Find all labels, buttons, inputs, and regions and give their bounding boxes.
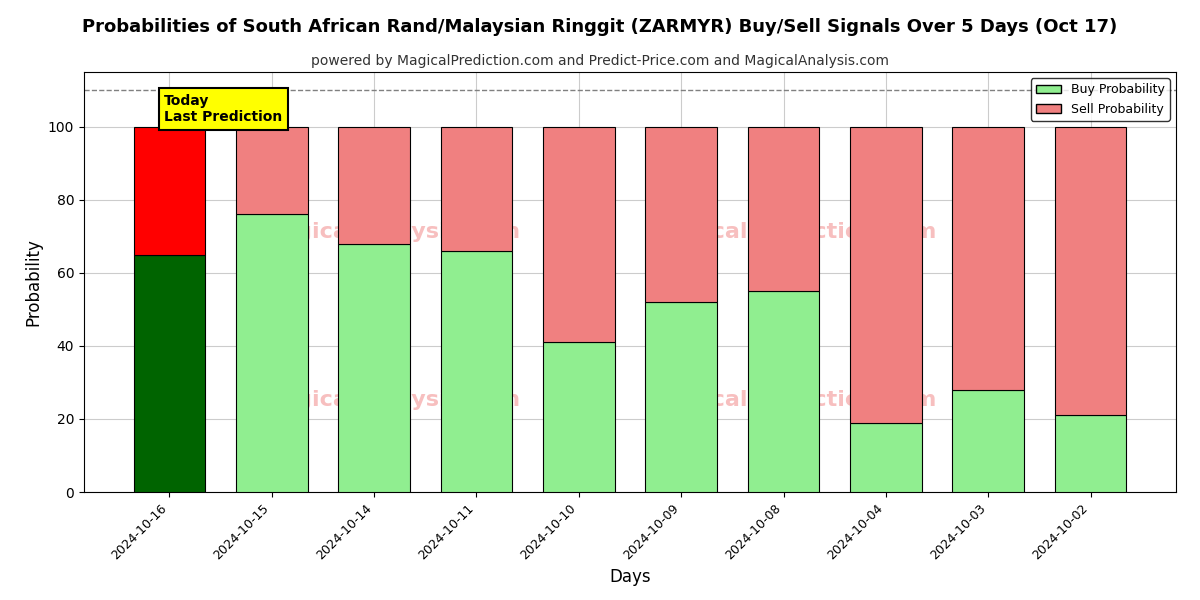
Bar: [850, 127, 922, 422]
Bar: [850, 422, 922, 492]
Bar: [544, 127, 614, 342]
Text: powered by MagicalPrediction.com and Predict-Price.com and MagicalAnalysis.com: powered by MagicalPrediction.com and Pre…: [311, 54, 889, 68]
Text: Today
Last Prediction: Today Last Prediction: [164, 94, 282, 124]
Bar: [338, 244, 410, 492]
X-axis label: Days: Days: [610, 568, 650, 586]
Text: Probabilities of South African Rand/Malaysian Ringgit (ZARMYR) Buy/Sell Signals : Probabilities of South African Rand/Mala…: [83, 18, 1117, 36]
Bar: [133, 127, 205, 254]
Bar: [544, 342, 614, 492]
Bar: [1055, 127, 1127, 415]
Bar: [338, 127, 410, 244]
Bar: [1055, 415, 1127, 492]
Bar: [953, 390, 1024, 492]
Bar: [236, 214, 307, 492]
Text: MagicalPrediction.com: MagicalPrediction.com: [652, 389, 936, 410]
Bar: [236, 127, 307, 214]
Bar: [748, 127, 820, 291]
Bar: [748, 291, 820, 492]
Text: MagicalPrediction.com: MagicalPrediction.com: [652, 221, 936, 242]
Y-axis label: Probability: Probability: [24, 238, 42, 326]
Bar: [440, 127, 512, 251]
Legend: Buy Probability, Sell Probability: Buy Probability, Sell Probability: [1031, 78, 1170, 121]
Text: MagicalAnalysis.com: MagicalAnalysis.com: [259, 389, 521, 410]
Bar: [953, 127, 1024, 390]
Bar: [646, 302, 716, 492]
Bar: [646, 127, 716, 302]
Bar: [440, 251, 512, 492]
Bar: [133, 254, 205, 492]
Text: MagicalAnalysis.com: MagicalAnalysis.com: [259, 221, 521, 242]
